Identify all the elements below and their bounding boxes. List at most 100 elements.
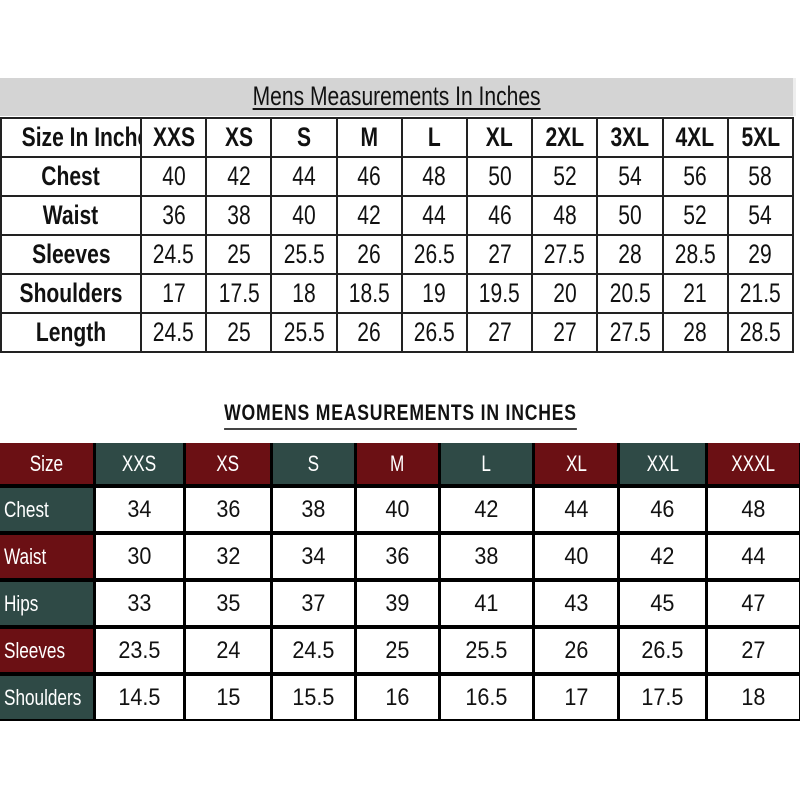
mens-table-row: Chest 40 42 44 46 48 50 52 54 56 58 [0,156,795,197]
mens-cell: 20 [531,273,599,314]
mens-cell: 28 [661,312,729,353]
mens-cell: 56 [661,156,729,197]
mens-table-row: Shoulders 17 17.5 18 18.5 19 19.5 20 20.5 21 21.5 [0,273,795,314]
womens-cell: 15.5 [273,676,354,719]
mens-cell: 18.5 [335,273,403,314]
mens-size-header-text: XS [224,122,253,152]
womens-cell-text: 40 [563,542,589,570]
mens-row-label-text: Shoulders [19,278,123,308]
mens-cell: 21 [661,273,729,314]
womens-cell-text: 36 [385,542,410,570]
mens-cell: 40 [139,156,208,197]
mens-header-label: Size In Inches [0,117,142,158]
womens-size-header: XL [535,443,617,484]
womens-cell-text: 27 [741,636,766,664]
womens-cell-text: 26 [563,636,589,664]
mens-cell-text: 28 [683,317,707,347]
mens-size-header-text: 5XL [741,122,780,152]
womens-size-header-text: S [307,450,320,476]
womens-cell: 17.5 [620,676,705,719]
mens-cell-text: 50 [487,161,512,191]
womens-cell: 43 [535,582,617,625]
womens-cell-text: 34 [301,542,326,570]
mens-cell-text: 27.5 [609,317,651,347]
mens-cell-text: 26 [357,239,381,269]
mens-cell-text: 52 [552,161,577,191]
womens-cell: 25 [357,629,438,672]
womens-cell: 36 [357,535,438,578]
womens-cell-text: 30 [127,542,152,570]
mens-size-header: L [400,117,468,158]
mens-cell-text: 58 [748,161,773,191]
mens-cell-text: 44 [292,161,316,191]
womens-cell: 41 [441,582,532,625]
womens-cell: 34 [273,535,354,578]
mens-cell-text: 21 [683,278,707,308]
mens-cell: 50 [596,195,664,236]
womens-cell-text: 25 [385,636,410,664]
mens-size-table: Size In Inches XXS XS S M L XL 2XL 3XL 4XL 5XL Ches… [0,117,795,353]
womens-cell: 27 [708,629,799,672]
mens-cell-text: 17 [161,278,186,308]
mens-title-bar: Mens Measurements In Inches [0,78,796,116]
mens-cell: 29 [726,234,795,275]
mens-cell: 54 [596,156,664,197]
womens-cell: 16.5 [441,676,532,719]
womens-cell-text: 36 [215,495,241,523]
womens-cell-text: 46 [650,495,675,523]
mens-cell: 18 [270,273,338,314]
mens-row-label-text: Chest [41,161,101,191]
womens-cell: 32 [186,535,270,578]
womens-cell-text: 32 [215,542,241,570]
mens-cell-text: 25 [227,317,251,347]
mens-header-row: Size In Inches XXS XS S M L XL 2XL 3XL 4XL 5XL [0,117,795,158]
womens-row-label: Hips [0,582,93,625]
mens-cell-text: 54 [618,161,642,191]
mens-size-header-text: 4XL [675,122,715,152]
womens-cell: 38 [441,535,532,578]
womens-cell: 26.5 [620,629,705,672]
mens-row-label-text: Length [35,317,107,347]
womens-cell-text: 15 [215,683,241,711]
womens-cell: 14.5 [96,676,183,719]
womens-cell: 35 [186,582,270,625]
womens-row-label-text: Chest [4,496,49,522]
mens-cell-text: 42 [357,200,381,230]
mens-row-label: Shoulders [0,273,142,314]
womens-cell-text: 48 [741,495,766,523]
mens-cell: 52 [531,156,599,197]
mens-cell: 28.5 [726,312,795,353]
womens-size-header-text: XS [216,450,240,476]
mens-size-header-text: S [296,122,311,152]
mens-cell: 28.5 [661,234,729,275]
mens-row-label-text: Waist [43,200,99,230]
mens-cell: 19.5 [465,273,534,314]
mens-cell-text: 36 [161,200,186,230]
womens-cell: 44 [535,488,617,531]
mens-cell-text: 46 [487,200,512,230]
womens-row-label-text: Waist [4,543,47,569]
mens-size-header: M [335,117,403,158]
mens-cell: 44 [400,195,468,236]
womens-cell: 23.5 [96,629,183,672]
mens-cell: 21.5 [726,273,795,314]
mens-size-header-text: 3XL [610,122,650,152]
mens-table-row: Length 24.5 25 25.5 26 26.5 27 27 27.5 28 28.5 [0,312,795,353]
mens-cell: 48 [400,156,468,197]
mens-cell: 24.5 [139,234,208,275]
mens-size-header: 2XL [531,117,599,158]
mens-size-header-text: M [360,122,378,152]
mens-cell-text: 42 [227,161,251,191]
womens-row-label-text: Shoulders [4,684,82,710]
womens-cell: 30 [96,535,183,578]
womens-cell-text: 24 [215,636,241,664]
womens-cell: 46 [620,488,705,531]
mens-cell-text: 24.5 [153,317,195,347]
mens-cell-text: 28.5 [674,239,716,269]
womens-cell-text: 42 [650,542,675,570]
womens-cell: 42 [441,488,532,531]
mens-cell-text: 50 [618,200,642,230]
womens-cell-text: 16 [385,683,410,711]
mens-cell-text: 27 [487,239,512,269]
mens-size-header: XL [465,117,534,158]
